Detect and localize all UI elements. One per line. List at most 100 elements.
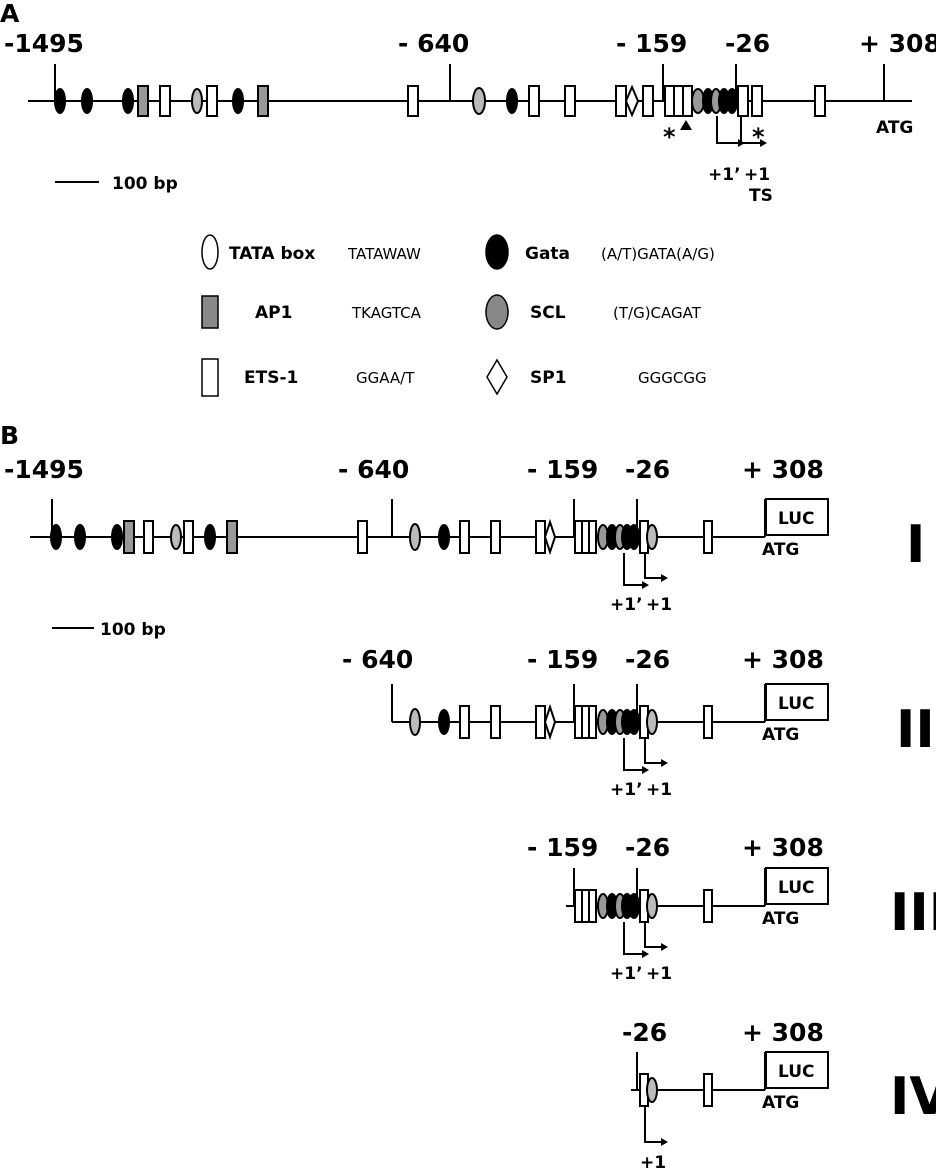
construct-label-i: I bbox=[906, 515, 925, 575]
asterisk-marker: * bbox=[752, 123, 765, 151]
legend-name-scl: SCL bbox=[530, 303, 566, 323]
luc-label: LUC bbox=[778, 878, 815, 898]
ap1-site bbox=[226, 520, 238, 554]
arrowhead bbox=[661, 943, 668, 951]
legend-seq-ap1: TKAGTCA bbox=[351, 304, 422, 322]
ets-site bbox=[703, 520, 713, 554]
construct-label-ii: II bbox=[896, 700, 935, 760]
panel-a-positions: -1495 - 640 - 159 -26 + 308 bbox=[4, 29, 936, 58]
panel-b-label: B bbox=[0, 421, 19, 450]
ets-site bbox=[588, 705, 597, 739]
ets-site bbox=[588, 520, 597, 554]
luc-label: LUC bbox=[778, 1062, 815, 1082]
tss-arrows-a bbox=[716, 116, 767, 147]
luc-label: LUC bbox=[778, 509, 815, 529]
tss-label-1: +1 bbox=[646, 595, 672, 615]
gata-site bbox=[438, 709, 450, 735]
tss-label-1prime: +1’ bbox=[610, 964, 643, 984]
pos-label-a-640: - 640 bbox=[398, 29, 469, 58]
pos-label-b3-308: + 308 bbox=[742, 833, 824, 862]
atg-label: ATG bbox=[762, 909, 799, 929]
tss-label-1prime: +1’ bbox=[610, 780, 643, 800]
tss-arrow bbox=[623, 553, 642, 586]
sp1-icon bbox=[486, 358, 508, 396]
ets-site bbox=[574, 520, 583, 554]
construct-label-iv: IV bbox=[890, 1067, 936, 1127]
arrowhead bbox=[661, 574, 668, 582]
tss-arrow bbox=[644, 738, 661, 764]
ets-site bbox=[459, 520, 470, 554]
ets-site bbox=[703, 889, 713, 923]
ets-site bbox=[159, 85, 171, 117]
ets-site bbox=[535, 705, 546, 739]
ets-site bbox=[703, 705, 713, 739]
luc-box bbox=[765, 1051, 829, 1089]
pos-label-b1-159: - 159 bbox=[527, 455, 598, 484]
construct-iii: - 159 -26 + 308 LUC ATG +1’ bbox=[527, 833, 936, 984]
ets-site bbox=[673, 85, 684, 117]
luc-box bbox=[765, 683, 829, 721]
gata-site bbox=[204, 524, 216, 550]
ets-site bbox=[581, 705, 590, 739]
atg-label: ATG bbox=[762, 725, 799, 745]
sp1-site bbox=[543, 703, 557, 741]
gata-site bbox=[232, 88, 244, 114]
panel-a-label: A bbox=[0, 0, 20, 28]
legend-seq-tata: TATAWAW bbox=[347, 245, 421, 263]
luc-box bbox=[765, 867, 829, 905]
legend-seq-sp1: GGGCGG bbox=[638, 369, 707, 387]
ets-site bbox=[357, 520, 368, 554]
gata-site bbox=[628, 709, 640, 735]
gata-site bbox=[111, 524, 123, 550]
pos-label-b2-640: - 640 bbox=[342, 645, 413, 674]
triangle-marker bbox=[680, 120, 692, 130]
legend-seq-ets1: GGAA/T bbox=[356, 369, 415, 387]
tss-arrow bbox=[623, 922, 642, 955]
luc-label: LUC bbox=[778, 694, 815, 714]
scl-site bbox=[409, 523, 421, 551]
ts-label: TS bbox=[749, 186, 773, 206]
construct-i: -1495 - 640 - 159 -26 + 308 bbox=[4, 455, 925, 615]
ets-site bbox=[407, 85, 419, 117]
scl-site bbox=[646, 524, 658, 550]
pos-label-b2-308: + 308 bbox=[742, 645, 824, 674]
ets-site bbox=[615, 85, 627, 117]
arrowhead bbox=[661, 1138, 668, 1146]
elements-a bbox=[54, 84, 826, 118]
construct-iv: -26 + 308 LUC ATG +1 IV bbox=[622, 1018, 936, 1172]
ets-site bbox=[642, 85, 654, 117]
arrowhead bbox=[661, 759, 668, 767]
ets-site bbox=[183, 520, 194, 554]
pos-label-b3-159: - 159 bbox=[527, 833, 598, 862]
pos-label-a-308: + 308 bbox=[859, 29, 936, 58]
tss-label-1: +1 bbox=[744, 165, 770, 185]
pos-label-b1-26: -26 bbox=[625, 455, 670, 484]
gata-site bbox=[50, 524, 62, 550]
pos-label-a-159: - 159 bbox=[616, 29, 687, 58]
gata-site bbox=[628, 893, 640, 919]
scale-label-a: 100 bp bbox=[112, 174, 178, 194]
arrowhead bbox=[642, 950, 649, 958]
legend-seq-gata: (A/T)GATA(A/G) bbox=[601, 245, 715, 263]
ap1-site bbox=[257, 85, 269, 117]
tss-arrow bbox=[740, 116, 760, 144]
luc-box bbox=[765, 498, 829, 536]
atg-label: ATG bbox=[762, 540, 799, 560]
ets-site bbox=[459, 705, 470, 739]
ets-site bbox=[490, 520, 501, 554]
gata-site bbox=[628, 524, 640, 550]
gata-site bbox=[122, 88, 134, 114]
ets-site bbox=[703, 1073, 713, 1107]
arrowhead bbox=[642, 766, 649, 774]
pos-label-b1-308: + 308 bbox=[742, 455, 824, 484]
legend-seq-scl: (T/G)CAGAT bbox=[613, 304, 702, 322]
gata-site bbox=[438, 524, 450, 550]
pos-label-b4-308: + 308 bbox=[742, 1018, 824, 1047]
ets-site bbox=[751, 85, 763, 117]
tss-label-1prime: +1’ bbox=[610, 595, 643, 615]
ets-site bbox=[535, 520, 546, 554]
atg-label-a: ATG bbox=[876, 118, 913, 138]
ets-site bbox=[588, 889, 597, 923]
ets-1-icon bbox=[201, 358, 219, 397]
